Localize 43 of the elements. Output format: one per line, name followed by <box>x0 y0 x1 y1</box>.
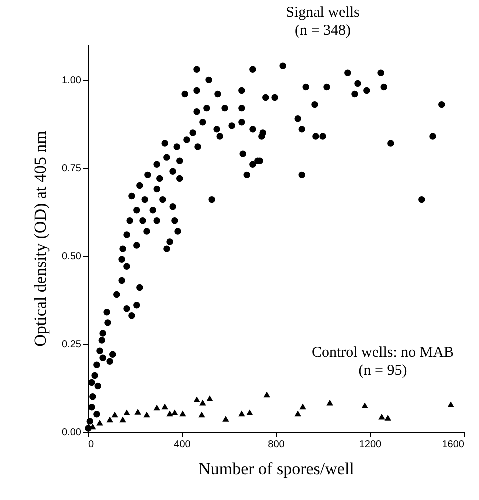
point <box>96 420 104 426</box>
x-tick-label: 800 <box>268 440 286 450</box>
point <box>238 410 246 417</box>
x-tick-label: 0 <box>88 440 94 450</box>
point <box>384 415 392 421</box>
point <box>134 409 142 415</box>
point <box>222 416 230 422</box>
text: (n = 348) <box>295 23 351 39</box>
text: Signal wells <box>286 5 360 21</box>
point <box>172 410 178 416</box>
point <box>300 404 306 410</box>
annotation: Control wells: no MAB <box>312 345 454 361</box>
point <box>166 410 174 417</box>
point <box>154 404 160 411</box>
x-tick-label: 400 <box>174 440 192 450</box>
y-tick-label: 0.00 <box>62 428 82 438</box>
x-axis-title: Number of spores/well <box>198 460 355 478</box>
point <box>326 400 334 406</box>
point <box>112 412 118 418</box>
point <box>180 410 186 417</box>
x-tick-label: 1600 <box>442 440 465 450</box>
point <box>162 404 168 410</box>
point <box>124 410 130 416</box>
point <box>198 412 206 418</box>
y-tick-label: 0.50 <box>62 252 82 263</box>
point <box>106 416 114 423</box>
x-tick-label: 1200 <box>359 440 382 450</box>
point <box>194 396 200 403</box>
y-tick-label: 0.75 <box>62 164 82 175</box>
point <box>264 392 270 398</box>
point <box>144 412 150 418</box>
point <box>378 414 386 420</box>
annotation: (n = 95) <box>358 363 408 379</box>
point <box>294 410 302 417</box>
point <box>448 402 454 408</box>
point <box>120 416 126 423</box>
y-tick-label: 0.25 <box>62 340 82 351</box>
y-axis-title: Optical density (OD) at 405 nm <box>31 131 50 347</box>
point <box>246 410 254 416</box>
y-tick-label: 1.00 <box>62 76 82 87</box>
point <box>362 402 368 409</box>
point <box>200 400 206 406</box>
point <box>206 396 214 402</box>
